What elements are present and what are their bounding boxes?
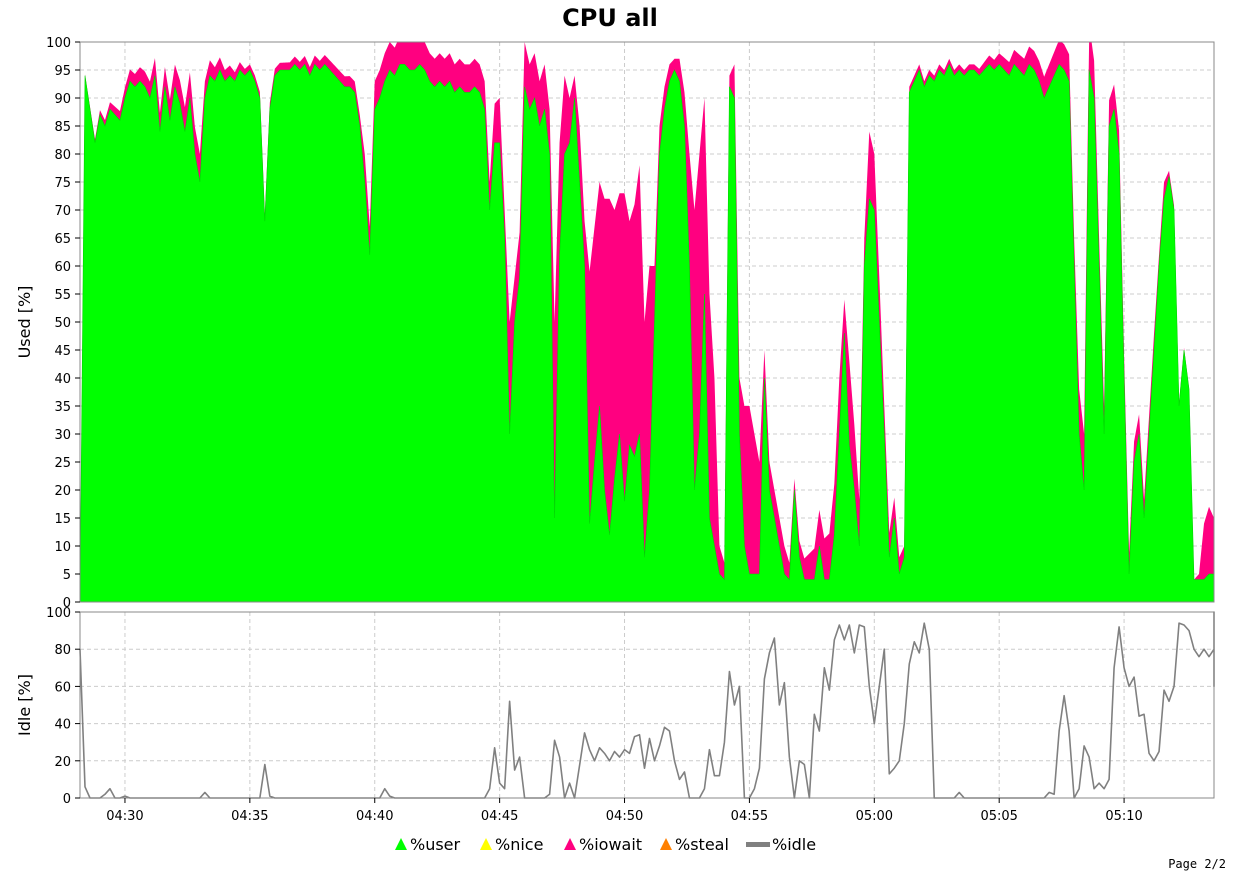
legend-iowait-label: %iowait — [579, 835, 642, 854]
x-tick-label: 05:10 — [1105, 809, 1142, 824]
upper-plot-areas — [79, 42, 1215, 603]
x-tick-label: 04:55 — [731, 809, 768, 824]
legend-steal-label: %steal — [675, 835, 729, 854]
lower-plot-frame — [79, 611, 1215, 799]
y-tick-label: 45 — [54, 344, 71, 359]
y-tick-label: 0 — [63, 596, 71, 611]
y-tick-label: 50 — [54, 316, 71, 331]
x-tick-label: 05:05 — [980, 809, 1017, 824]
y-tick-label: 85 — [54, 120, 71, 135]
y-tick-label: 40 — [54, 718, 71, 733]
y-tick-label: 30 — [54, 428, 71, 443]
y-tick-label: 90 — [54, 92, 71, 107]
y-tick-label: 20 — [54, 484, 71, 499]
legend-iowait-swatch — [564, 838, 576, 850]
lower-plot-lines — [79, 611, 1215, 799]
chart-title: CPU all — [562, 4, 658, 32]
x-tick-label: 04:50 — [606, 809, 643, 824]
upper-y-axis-label: Used [%] — [15, 286, 34, 359]
legend-user-swatch — [395, 838, 407, 850]
y-tick-label: 95 — [54, 64, 71, 79]
legend-steal-swatch — [660, 838, 672, 850]
series-iowait-area — [80, 42, 1214, 602]
y-tick-label: 60 — [54, 260, 71, 275]
legend-nice-swatch — [480, 838, 492, 850]
x-tick-label: 04:30 — [106, 809, 143, 824]
legend-nice-label: %nice — [495, 835, 543, 854]
x-tick-label: 04:45 — [481, 809, 518, 824]
y-tick-label: 25 — [54, 456, 71, 471]
lower-y-axis: 0 20 40 60 80 100 — [46, 606, 80, 807]
series-idle-line — [79, 611, 1215, 799]
y-tick-label: 40 — [54, 372, 71, 387]
y-tick-label: 35 — [54, 400, 71, 415]
y-tick-label: 100 — [46, 36, 71, 51]
legend-idle-label: %idle — [772, 835, 816, 854]
y-tick-label: 60 — [54, 680, 71, 695]
x-axis: 04:30 04:35 04:40 04:45 04:50 04:55 05:00 05:05… — [106, 798, 1143, 824]
y-tick-label: 80 — [54, 643, 71, 658]
lower-y-axis-label: Idle [%] — [15, 674, 34, 736]
lower-gridlines — [80, 611, 1214, 799]
y-tick-label: 20 — [54, 755, 71, 770]
x-tick-label: 04:35 — [231, 809, 268, 824]
series-user-area — [79, 63, 1215, 603]
y-tick-label: 70 — [54, 204, 71, 219]
y-tick-label: 80 — [54, 148, 71, 163]
upper-y-axis: 0 5 10 15 20 25 30 35 40 45 50 55 60 65 70 75 80 85 90 95 10… — [46, 36, 80, 611]
page-indicator: Page 2/2 — [1168, 857, 1226, 871]
y-tick-label: 100 — [46, 606, 71, 621]
x-tick-label: 04:40 — [356, 809, 393, 824]
x-tick-label: 05:00 — [856, 809, 893, 824]
y-tick-label: 75 — [54, 176, 71, 191]
y-tick-label: 15 — [54, 512, 71, 527]
legend-user-label: %user — [410, 835, 461, 854]
legend-idle-swatch — [746, 842, 770, 847]
y-tick-label: 10 — [54, 540, 71, 555]
legend: %user %nice %iowait %steal %idle — [395, 835, 816, 854]
y-tick-label: 55 — [54, 288, 71, 303]
y-tick-label: 0 — [63, 792, 71, 807]
y-tick-label: 5 — [63, 568, 71, 583]
y-tick-label: 65 — [54, 232, 71, 247]
